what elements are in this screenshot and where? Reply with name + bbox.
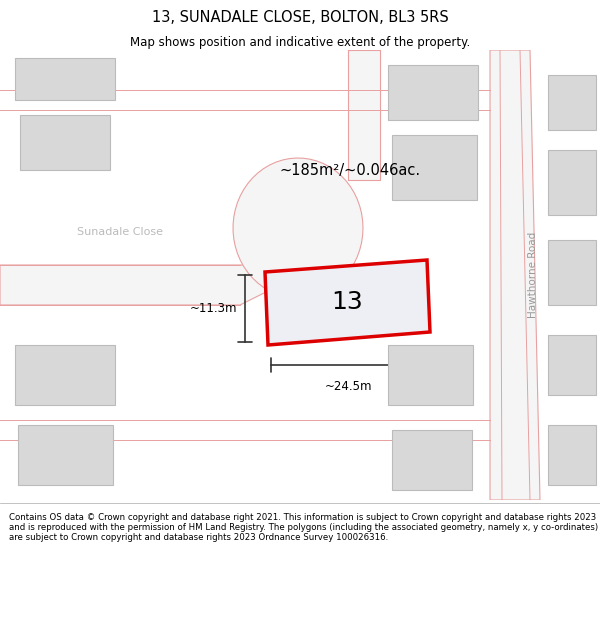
Polygon shape: [490, 50, 540, 500]
Bar: [392, 430, 472, 490]
Bar: [388, 65, 478, 120]
Text: Map shows position and indicative extent of the property.: Map shows position and indicative extent…: [130, 36, 470, 49]
Bar: [548, 425, 596, 485]
Text: ~11.3m: ~11.3m: [190, 302, 237, 315]
Bar: [548, 150, 596, 215]
Polygon shape: [233, 158, 363, 298]
Bar: [548, 240, 596, 305]
Text: Hawthorne Road: Hawthorne Road: [528, 232, 538, 318]
Text: 13, SUNADALE CLOSE, BOLTON, BL3 5RS: 13, SUNADALE CLOSE, BOLTON, BL3 5RS: [152, 10, 448, 25]
Polygon shape: [348, 50, 380, 180]
Bar: [18, 425, 113, 485]
Polygon shape: [0, 265, 270, 305]
Text: Sunadale Close: Sunadale Close: [77, 227, 163, 237]
Text: Contains OS data © Crown copyright and database right 2021. This information is : Contains OS data © Crown copyright and d…: [9, 512, 598, 542]
Text: 13: 13: [332, 290, 364, 314]
Bar: [20, 115, 110, 170]
Bar: [388, 345, 473, 405]
Text: ~185m²/~0.046ac.: ~185m²/~0.046ac.: [280, 162, 421, 177]
Bar: [15, 58, 115, 100]
Bar: [392, 135, 477, 200]
Bar: [15, 345, 115, 405]
Text: ~24.5m: ~24.5m: [325, 380, 373, 393]
Bar: [548, 75, 596, 130]
Polygon shape: [265, 260, 430, 345]
Bar: [548, 335, 596, 395]
